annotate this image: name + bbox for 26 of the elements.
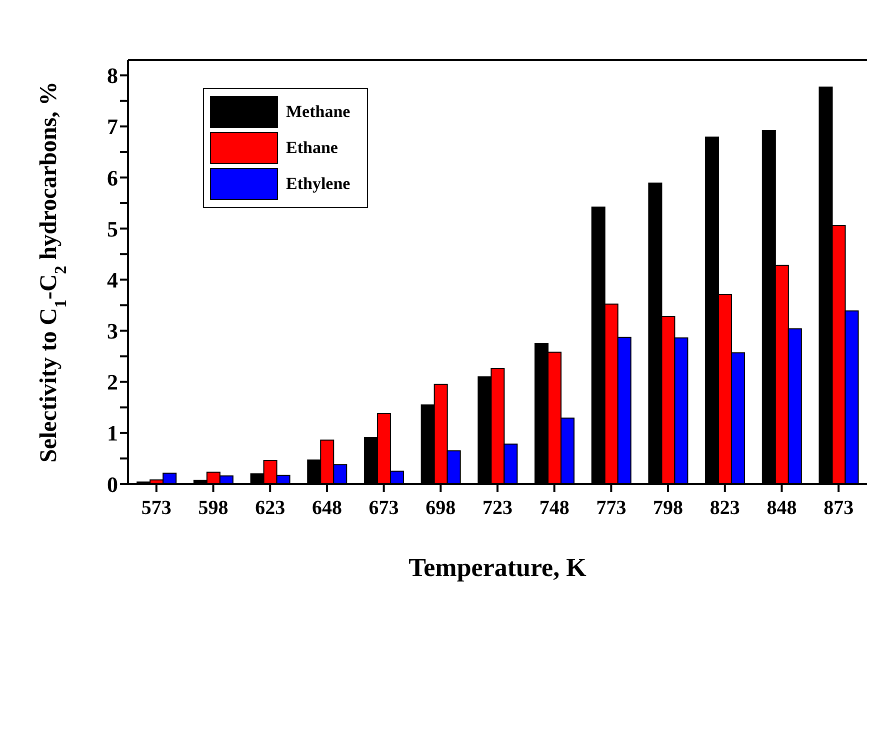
y-tick-label: 1: [107, 420, 118, 446]
y-tick-label: 7: [107, 114, 118, 140]
x-tick-label: 673: [368, 497, 399, 520]
legend-label: Ethylene: [286, 174, 350, 194]
y-tick-label: 6: [107, 165, 118, 190]
x-tick-label: 798: [653, 497, 684, 520]
x-tick-label: 823: [710, 497, 740, 520]
x-tick-label: 623: [255, 497, 286, 520]
legend-label: Ethane: [286, 138, 338, 158]
x-tick-label: 698: [426, 497, 456, 520]
x-tick-label: 873: [824, 497, 854, 520]
x-tick-label: 648: [312, 497, 342, 520]
y-tick-label: 3: [107, 318, 118, 344]
y-tick-label: 2: [107, 370, 118, 395]
y-tick-label: 4: [107, 267, 118, 292]
legend-label: Methane: [286, 102, 350, 122]
x-tick-label: 773: [596, 497, 626, 520]
y-tick-label: 0: [107, 472, 118, 497]
x-tick-label: 748: [539, 497, 570, 520]
x-axis-title: Temperature, K: [408, 553, 588, 582]
y-tick-label: 5: [107, 216, 118, 242]
y-tick-label: 8: [107, 63, 118, 88]
x-tick-label: 848: [766, 497, 797, 520]
x-tick-label: 573: [141, 497, 172, 520]
x-tick-label: 723: [482, 497, 512, 520]
x-tick-label: 598: [198, 497, 228, 520]
